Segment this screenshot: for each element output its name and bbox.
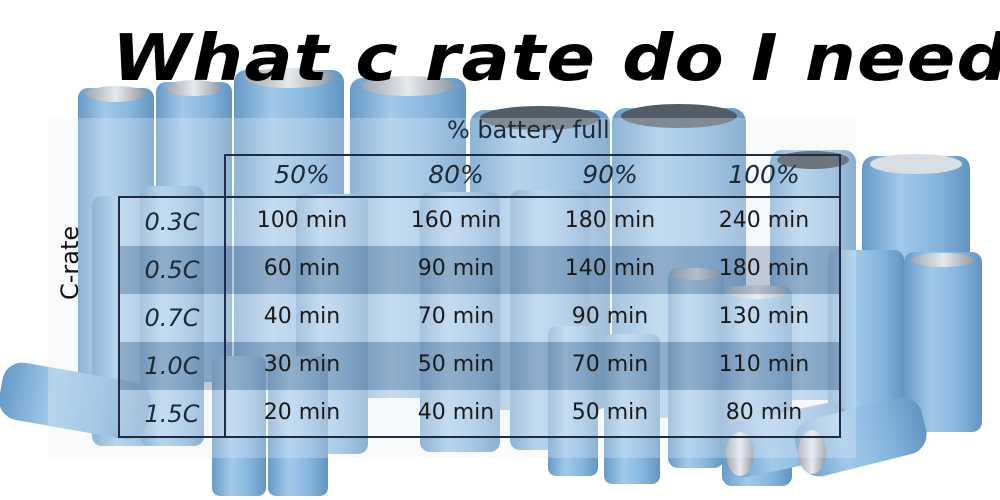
table-row-band xyxy=(120,342,839,390)
table-cell: 90 min xyxy=(417,256,495,281)
table-row-band xyxy=(120,390,839,438)
table-cell: 110 min xyxy=(718,352,810,377)
table-cell: 140 min xyxy=(564,256,656,281)
table-cell: 180 min xyxy=(564,208,656,233)
table-frame-body xyxy=(118,196,841,438)
table-cell: 80 min xyxy=(725,400,803,425)
table-cell: 100 min xyxy=(256,208,348,233)
table-cell: 180 min xyxy=(718,256,810,281)
table-cell: 60 min xyxy=(263,256,341,281)
table-cell: 160 min xyxy=(410,208,502,233)
table-cell: 70 min xyxy=(417,304,495,329)
row-label-c-rate: 0.5C xyxy=(144,256,200,284)
table-row-band xyxy=(120,294,839,342)
table-cell: 90 min xyxy=(571,304,649,329)
page-title: What c rate do I need xyxy=(112,22,1000,96)
table-cell: 130 min xyxy=(718,304,810,329)
row-label-c-rate: 0.7C xyxy=(144,304,200,332)
column-header: 90% xyxy=(582,160,638,189)
row-label-c-rate: 1.0C xyxy=(144,352,200,380)
table-cell: 40 min xyxy=(417,400,495,425)
table-cell: 240 min xyxy=(718,208,810,233)
table-cell: 20 min xyxy=(263,400,341,425)
column-header: 100% xyxy=(728,160,800,189)
row-label-c-rate: 1.5C xyxy=(144,400,200,428)
column-group-label: % battery full xyxy=(447,116,610,144)
table-cell: 50 min xyxy=(417,352,495,377)
table-cell: 30 min xyxy=(263,352,341,377)
table-cell: 40 min xyxy=(263,304,341,329)
table-row-band xyxy=(120,198,839,246)
column-header: 50% xyxy=(274,160,330,189)
table-cell: 50 min xyxy=(571,400,649,425)
table-backdrop xyxy=(48,118,856,458)
row-group-label: C-rate xyxy=(56,225,84,300)
column-header: 80% xyxy=(428,160,484,189)
table-row-band xyxy=(120,246,839,294)
table-cell: 70 min xyxy=(571,352,649,377)
row-label-c-rate: 0.3C xyxy=(144,208,200,236)
